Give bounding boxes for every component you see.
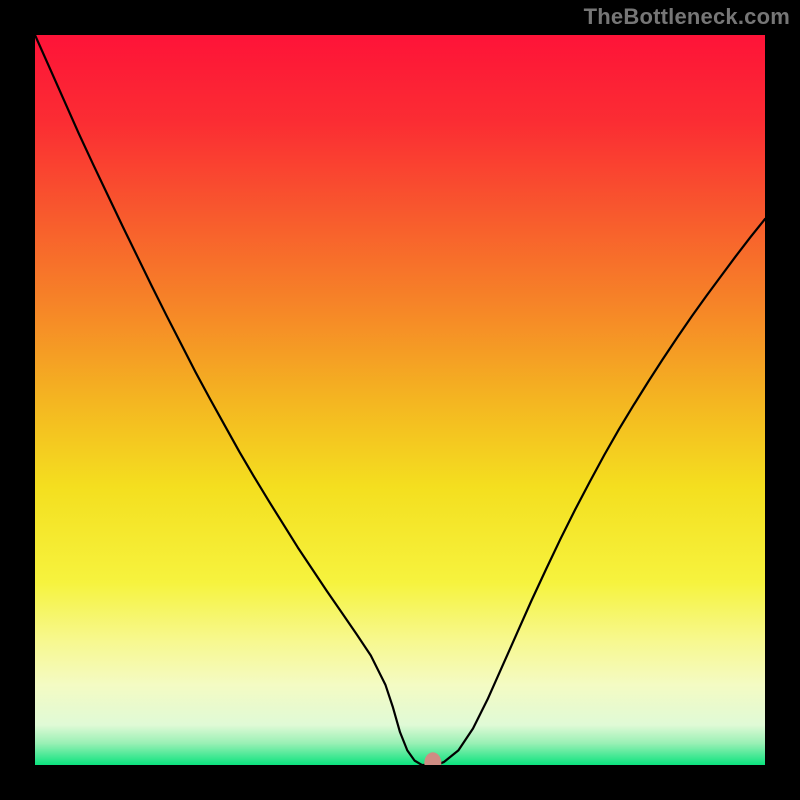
- bottleneck-chart: [35, 35, 765, 765]
- watermark-label: TheBottleneck.com: [584, 4, 790, 30]
- gradient-background: [35, 35, 765, 765]
- chart-frame: TheBottleneck.com: [0, 0, 800, 800]
- chart-svg: [35, 35, 765, 765]
